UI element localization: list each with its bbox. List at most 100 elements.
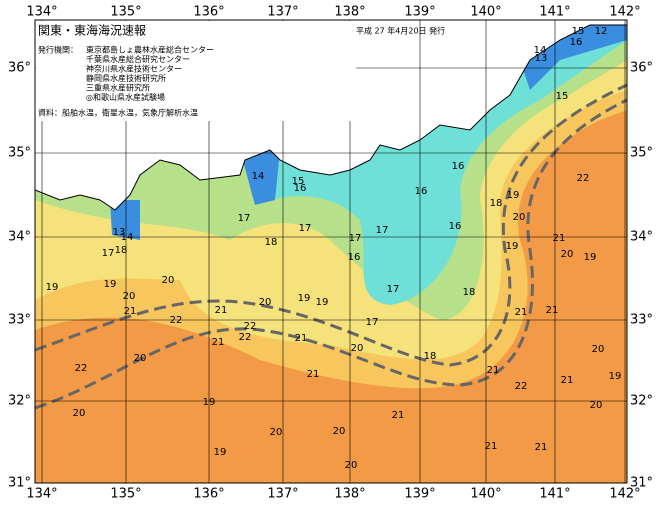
latitude-label: 32° xyxy=(8,394,31,409)
latitude-label: 36° xyxy=(630,61,653,76)
longitude-label: 141° xyxy=(539,5,570,20)
contour-label: 19 xyxy=(316,297,329,308)
contour-label: 22 xyxy=(577,173,590,184)
contour-label: 20 xyxy=(259,297,272,308)
latitude-label: 36° xyxy=(8,61,31,76)
contour-label: 21 xyxy=(535,442,548,453)
contour-label: 16 xyxy=(449,221,462,232)
contour-label: 20 xyxy=(592,344,605,355)
contour-label: 19 xyxy=(46,282,59,293)
contour-label: 19 xyxy=(298,293,311,304)
longitude-label: 139° xyxy=(404,5,435,20)
contour-label: 21 xyxy=(487,365,500,376)
contour-label: 18 xyxy=(490,198,503,209)
contour-label: 15 xyxy=(556,91,569,102)
longitude-label: 134° xyxy=(26,487,57,502)
contour-label: 19 xyxy=(507,190,520,201)
contour-label: 19 xyxy=(214,447,227,458)
contour-label: 20 xyxy=(162,275,175,286)
contour-label: 14 xyxy=(252,171,265,182)
longitude-label: 135° xyxy=(110,5,141,20)
longitude-label: 137° xyxy=(267,487,298,502)
title: 関東・東海海況速報 xyxy=(38,23,146,38)
longitude-label: 141° xyxy=(539,487,570,502)
longitude-label: 134° xyxy=(26,5,57,20)
longitude-label: 142° xyxy=(609,5,640,20)
longitude-label: 138° xyxy=(334,487,365,502)
contour-label: 21 xyxy=(215,305,228,316)
contour-label: 21 xyxy=(553,233,566,244)
contour-label: 21 xyxy=(295,333,308,344)
contour-label: 21 xyxy=(485,441,498,452)
contour-label: 20 xyxy=(134,353,147,364)
latitude-label: 34° xyxy=(630,230,653,245)
longitude-label: 136° xyxy=(193,487,224,502)
sources: 資料：船舶水温，衛星水温，気象庁解析水温 xyxy=(38,108,198,118)
contour-label: 19 xyxy=(584,252,597,263)
contour-label: 13 xyxy=(113,227,126,238)
contour-label: 16 xyxy=(415,186,428,197)
contour-label: 16 xyxy=(294,183,307,194)
longitude-label: 142° xyxy=(609,487,640,502)
legend-box xyxy=(36,21,356,121)
contour-label: 21 xyxy=(561,375,574,386)
contour-label: 17 xyxy=(376,225,389,236)
longitude-label: 137° xyxy=(267,5,298,20)
latitude-label: 35° xyxy=(630,146,653,161)
contour-label: 16 xyxy=(570,37,583,48)
kuroshio-axis xyxy=(35,98,627,410)
contour-label: 17 xyxy=(366,317,379,328)
contour-label: 17 xyxy=(238,213,251,224)
contour-label: 19 xyxy=(506,241,519,252)
longitude-label: 140° xyxy=(470,487,501,502)
latitude-label: 33° xyxy=(630,313,653,328)
issuer: 神奈川県水産技術センター xyxy=(86,64,182,74)
contour-label: 22 xyxy=(75,363,88,374)
contour-label: 16 xyxy=(348,252,361,263)
contour-label: 14 xyxy=(121,232,134,243)
issuer: 三重県水産研究所 xyxy=(86,83,150,93)
contour-label: 21 xyxy=(546,305,559,316)
contour-label: 21 xyxy=(307,369,320,380)
longitude-label: 139° xyxy=(404,487,435,502)
contour-label: 21 xyxy=(212,337,225,348)
contour-label: 17 xyxy=(349,233,362,244)
latitude-label: 31° xyxy=(8,476,31,491)
contour-label: 20 xyxy=(123,291,136,302)
map-frame xyxy=(34,19,628,484)
contour-label: 21 xyxy=(124,306,137,317)
contour-label: 14 xyxy=(534,45,547,56)
contour-label: 20 xyxy=(590,400,603,411)
latitude-label: 32° xyxy=(630,394,653,409)
contour-label: 20 xyxy=(345,460,358,471)
contour-label: 17 xyxy=(387,284,400,295)
contour-label: 17 xyxy=(299,223,312,234)
contour-label: 21 xyxy=(392,410,405,421)
latitude-label: 31° xyxy=(630,476,653,491)
issue-date: 平成 27 年4月20日 発行 xyxy=(356,26,445,36)
contour-label: 19 xyxy=(104,279,117,290)
contour-label: 20 xyxy=(270,427,283,438)
contour-label: 22 xyxy=(515,381,528,392)
issuer: 東京都島しょ農林水産総合センター xyxy=(86,45,214,55)
contour-label: 18 xyxy=(424,351,437,362)
longitude-label: 135° xyxy=(110,487,141,502)
contour-label: 22 xyxy=(239,332,252,343)
issuer: 千葉県水産総合研究センター xyxy=(86,54,190,64)
sea-cold xyxy=(110,20,627,240)
issuer: ◎和歌山県水産試験場 xyxy=(86,92,165,102)
contour-label: 19 xyxy=(609,371,622,382)
contour-label: 20 xyxy=(561,249,574,260)
contour-label: 18 xyxy=(115,245,128,256)
latitude-label: 34° xyxy=(8,230,31,245)
contour-label: 20 xyxy=(513,212,526,223)
contour-label: 20 xyxy=(73,408,86,419)
longitude-label: 136° xyxy=(193,5,224,20)
contour-label: 20 xyxy=(333,426,346,437)
contour-label: 22 xyxy=(170,315,183,326)
contour-label: 20 xyxy=(351,343,364,354)
contour-label: 15 xyxy=(572,26,585,37)
contour-label: 13 xyxy=(535,53,548,64)
longitude-label: 138° xyxy=(334,5,365,20)
